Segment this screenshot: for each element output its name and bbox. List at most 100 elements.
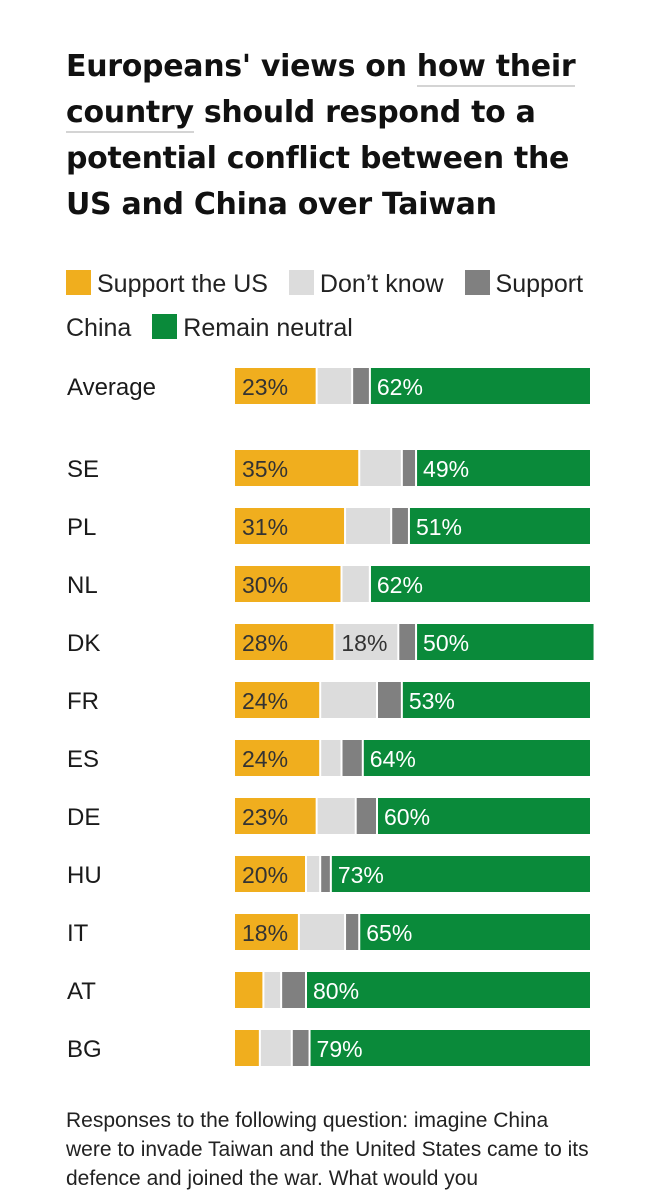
stacked-bar-chart: Average 23% 62% SE 35% 49% PL 31% 51% NL 30% 62% DK 2… <box>67 368 594 1066</box>
bar-de-support-china <box>355 798 377 834</box>
segment-separator <box>333 624 336 660</box>
bar-bg-neutral <box>309 1030 590 1066</box>
bar-pl-neutral <box>408 508 590 544</box>
data-label-se-support-us: 35% <box>242 456 288 482</box>
category-label-es: ES <box>67 746 99 773</box>
data-label-dk-dont-know: 18% <box>341 630 387 656</box>
data-label-se-neutral: 49% <box>423 456 469 482</box>
footnote: Responses to the following question: ima… <box>66 1109 589 1190</box>
segment-separator <box>344 508 347 544</box>
bar-hu-support-us <box>235 856 306 892</box>
bar-hu-support-china <box>320 856 331 892</box>
bar-es-support-china <box>341 740 363 776</box>
segment-separator <box>297 914 300 950</box>
data-label-dk-support-us: 28% <box>242 630 288 656</box>
title-text-1: Europeans' views on <box>66 49 417 84</box>
segment-separator <box>340 740 343 776</box>
bar-average-dont-know <box>316 368 353 404</box>
legend-item-support-china: Support China <box>66 270 583 342</box>
bar-average-neutral <box>369 368 590 404</box>
segment-separator <box>340 566 343 602</box>
segment-separator <box>305 972 307 1008</box>
segment-separator <box>358 450 361 486</box>
segment-separator <box>344 914 347 950</box>
bar-se-support-us <box>235 450 360 486</box>
bar-it-dont-know <box>298 914 346 950</box>
data-label-average-neutral: 62% <box>377 374 423 400</box>
legend-item-support-us: Support the US <box>66 270 268 298</box>
segment-separator <box>415 624 418 660</box>
chart-title: Europeans' views on how their country sh… <box>66 44 606 228</box>
legend-swatch-support-us <box>66 270 91 295</box>
data-label-bg-neutral: 79% <box>317 1036 363 1062</box>
bar-nl-support-us <box>235 566 342 602</box>
data-label-de-support-us: 23% <box>242 804 288 830</box>
segment-separator <box>351 368 354 404</box>
data-label-dk-neutral: 50% <box>423 630 469 656</box>
bar-fr-support-us <box>235 682 321 718</box>
bar-de-dont-know <box>316 798 356 834</box>
bar-pl-support-china <box>391 508 409 544</box>
segment-separator <box>376 682 378 718</box>
bar-es-neutral <box>362 740 590 776</box>
segment-separator <box>258 1030 261 1066</box>
data-label-nl-support-us: 30% <box>242 572 288 598</box>
segment-separator <box>354 798 357 834</box>
segment-separator <box>308 1030 311 1066</box>
bar-bg-support-us <box>235 1030 260 1066</box>
segment-separator <box>319 682 322 718</box>
legend-label-neutral: Remain neutral <box>183 314 353 342</box>
data-label-es-neutral: 64% <box>370 746 416 772</box>
title-link-country[interactable]: country <box>66 95 194 133</box>
category-label-fr: FR <box>67 688 99 715</box>
legend-swatch-dont-know <box>288 270 314 295</box>
data-label-average-support-us: 23% <box>242 374 288 400</box>
segment-separator <box>305 856 307 892</box>
legend-swatch-neutral <box>152 314 178 339</box>
bar-es-dont-know <box>320 740 342 776</box>
category-label-se: SE <box>67 456 99 483</box>
data-label-de-neutral: 60% <box>384 804 430 830</box>
data-label-fr-support-us: 24% <box>242 688 288 714</box>
data-label-es-support-us: 24% <box>242 746 288 772</box>
data-label-nl-neutral: 62% <box>377 572 423 598</box>
data-label-it-support-us: 18% <box>242 920 288 946</box>
bar-hu-neutral <box>330 856 590 892</box>
bar-se-neutral <box>416 450 590 486</box>
bar-bg-support-china <box>291 1030 310 1066</box>
category-label-nl: NL <box>67 572 98 599</box>
segment-separator <box>358 914 361 950</box>
bar-nl-neutral <box>369 566 590 602</box>
data-label-pl-neutral: 51% <box>416 514 462 540</box>
legend-label-support-china: Support China <box>66 270 584 342</box>
bar-pl-dont-know <box>345 508 392 544</box>
data-label-pl-support-us: 31% <box>242 514 288 540</box>
category-label-pl: PL <box>67 514 96 541</box>
segment-separator <box>400 450 403 486</box>
segment-separator <box>280 972 283 1008</box>
data-label-hu-support-us: 20% <box>242 862 288 888</box>
title-link-how-their[interactable]: how their <box>416 49 576 87</box>
segment-separator <box>368 368 371 404</box>
segment-separator <box>397 624 400 660</box>
bar-dk-neutral <box>416 624 594 660</box>
bar-dk-dont-know <box>334 624 399 660</box>
bar-pl-support-us <box>235 508 346 544</box>
bar-it-support-china <box>345 914 360 950</box>
bar-fr-dont-know <box>320 682 377 718</box>
category-label-at: AT <box>67 978 96 1005</box>
bar-fr-neutral <box>401 682 590 718</box>
segment-separator <box>376 798 378 834</box>
data-label-at-neutral: 80% <box>313 978 359 1004</box>
bar-nl-dont-know <box>341 566 370 602</box>
category-label-de: DE <box>67 804 100 831</box>
title-text-2: should respond to a potential conflict b… <box>66 95 570 222</box>
segment-separator <box>319 856 322 892</box>
segment-separator <box>400 682 403 718</box>
data-label-hu-neutral: 73% <box>338 862 384 888</box>
bar-it-neutral <box>359 914 590 950</box>
segment-separator <box>407 508 410 544</box>
data-label-fr-neutral: 53% <box>409 688 455 714</box>
segment-separator <box>390 508 393 544</box>
segment-separator <box>415 450 418 486</box>
